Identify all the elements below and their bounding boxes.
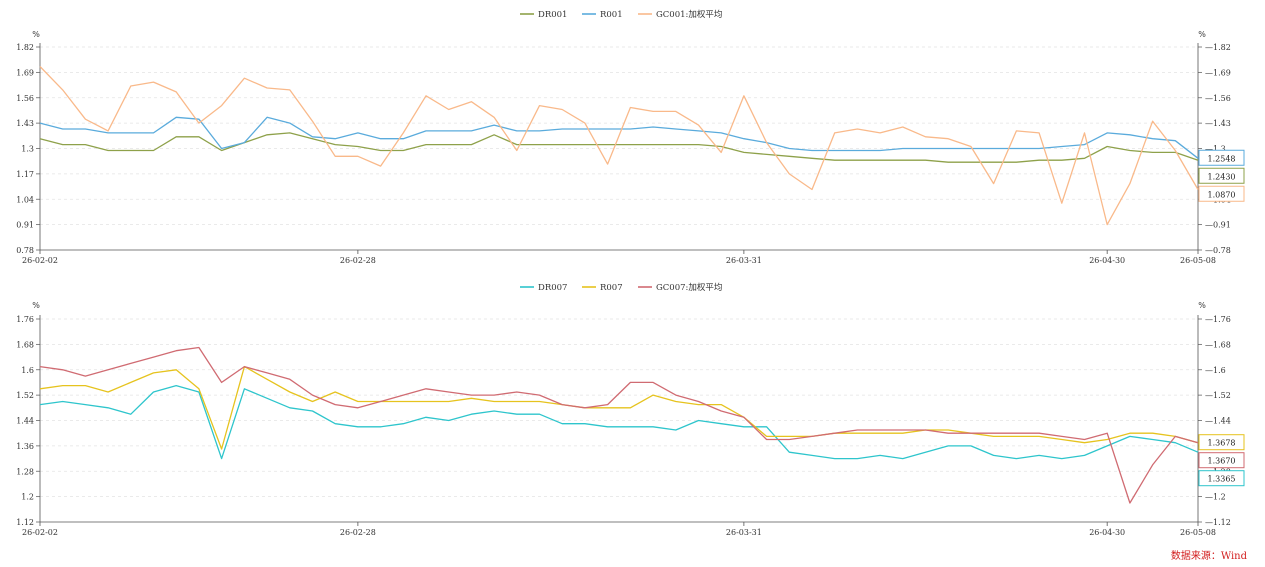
series-line-GC001:加权平均 (39, 66, 1199, 226)
y-tick-label-right: —1.56 (1205, 94, 1231, 103)
data-source-note: 数据来源：Wind (1170, 551, 1247, 562)
y-unit-left: % (32, 30, 40, 39)
y-tick-label-right: —1.69 (1205, 68, 1231, 77)
y-tick-label-right: —0.78 (1205, 246, 1231, 255)
end-value-label: 1.0870 (1208, 190, 1236, 199)
x-tick-label: 26-05-08 (1180, 256, 1216, 265)
legend-label: GC007:加权平均 (656, 282, 722, 293)
y-tick-label-left: 1.44 (16, 417, 34, 426)
legend-label: R001 (600, 10, 623, 20)
x-tick-label: 26-02-28 (340, 528, 376, 537)
x-tick-label: 26-02-02 (22, 256, 58, 265)
series-line-GC007:加权平均 (39, 346, 1199, 504)
y-tick-label-left: 1.43 (16, 119, 34, 128)
y-tick-label-left: 1.76 (16, 315, 34, 324)
y-tick-label-left: 1.6 (21, 366, 34, 375)
y-unit-right: % (1198, 301, 1206, 310)
end-value-label: 1.3670 (1208, 457, 1236, 466)
y-tick-label-right: —1.3 (1205, 145, 1226, 154)
y-tick-label-right: —0.91 (1205, 221, 1231, 230)
y-tick-label-right: —1.43 (1205, 119, 1231, 128)
x-tick-label: 26-04-30 (1089, 528, 1125, 537)
end-label-box (1198, 434, 1245, 451)
x-tick-label: 26-03-31 (726, 528, 762, 537)
y-tick-label-left: 1.04 (16, 195, 34, 204)
series-line-DR001 (39, 132, 1199, 163)
y-tick-label-right: —1.2 (1205, 493, 1226, 502)
y-tick-label-right: —1.82 (1205, 43, 1231, 52)
y-tick-label-left: 1.69 (16, 68, 34, 77)
y-tick-label-left: 1.68 (16, 340, 34, 349)
y-tick-label-left: 1.56 (16, 94, 34, 103)
legend-label: GC001:加权平均 (656, 9, 722, 20)
chart-overnight-rates: 0.78—0.780.91—0.911.04—1.041.17—1.171.3—… (16, 9, 1245, 265)
y-tick-label-left: 1.2 (21, 493, 34, 502)
series-line-DR007 (39, 384, 1199, 460)
y-tick-label-right: —1.68 (1205, 340, 1231, 349)
legend-label: DR007 (538, 283, 567, 293)
chart-7day-rates: 1.12—1.121.2—1.21.28—1.281.36—1.361.44—1… (16, 282, 1245, 537)
legend-label: R007 (600, 283, 623, 293)
y-tick-label-left: 1.82 (16, 43, 34, 52)
y-unit-right: % (1198, 30, 1206, 39)
end-label-box (1198, 149, 1245, 166)
end-label-box (1198, 185, 1245, 202)
x-tick-label: 26-02-28 (340, 256, 376, 265)
series-line-R007 (39, 365, 1199, 450)
y-tick-label-right: —1.52 (1205, 391, 1231, 400)
y-tick-label-right: —1.12 (1205, 518, 1231, 527)
y-tick-label-left: 0.78 (16, 246, 34, 255)
y-tick-label-left: 1.36 (16, 442, 34, 451)
end-label-box (1198, 470, 1245, 487)
series-line-R001 (39, 116, 1199, 159)
y-tick-label-left: 1.28 (16, 467, 34, 476)
x-tick-label: 26-03-31 (726, 256, 762, 265)
y-tick-label-left: 0.91 (16, 221, 34, 230)
x-tick-label: 26-05-08 (1180, 528, 1216, 537)
y-tick-label-right: —1.76 (1205, 315, 1231, 324)
x-tick-label: 26-02-02 (22, 528, 58, 537)
end-value-label: 1.3365 (1208, 475, 1236, 484)
end-value-label: 1.2548 (1208, 154, 1236, 163)
y-tick-label-left: 1.52 (16, 391, 34, 400)
y-tick-label-right: —1.6 (1205, 366, 1226, 375)
y-tick-label-left: 1.12 (16, 518, 34, 527)
y-tick-label-left: 1.3 (21, 145, 34, 154)
y-unit-left: % (32, 301, 40, 310)
y-tick-label-left: 1.17 (16, 170, 34, 179)
y-tick-label-right: —1.44 (1205, 417, 1231, 426)
x-tick-label: 26-04-30 (1089, 256, 1125, 265)
end-value-label: 1.2430 (1208, 172, 1236, 181)
end-label-box (1198, 167, 1245, 184)
legend-label: DR001 (538, 10, 567, 20)
end-label-box (1198, 452, 1245, 469)
end-value-label: 1.3678 (1208, 439, 1236, 448)
